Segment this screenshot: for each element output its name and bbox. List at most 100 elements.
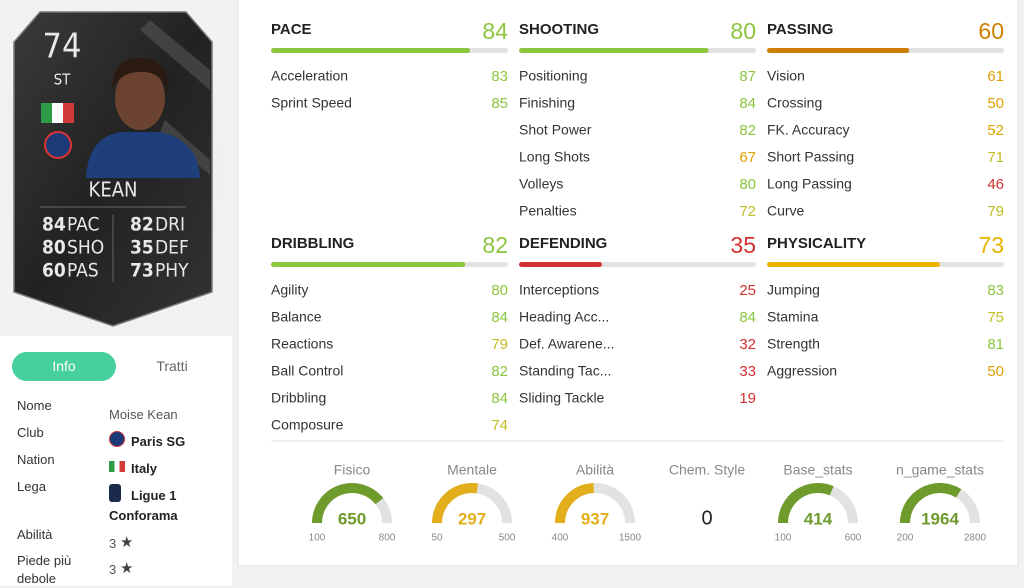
group-bar — [767, 48, 910, 53]
gauge-fill — [555, 483, 595, 524]
card-stat-value: 80 — [42, 237, 66, 259]
gauge-label: Abilità — [576, 462, 614, 478]
tab[interactable]: Tratti — [156, 358, 188, 374]
group-value: 80 — [730, 18, 756, 44]
stat-value: 81 — [987, 336, 1004, 353]
stat-name: Jumping — [767, 282, 820, 298]
stat-name: Interceptions — [519, 282, 599, 298]
stat-name: Positioning — [519, 68, 588, 84]
info-value: Paris SG — [131, 434, 186, 449]
info-value: Moise Kean — [109, 407, 178, 422]
stat-name: Dribbling — [271, 390, 326, 406]
stat-value: 19 — [739, 390, 756, 407]
stat-name: Volleys — [519, 176, 563, 192]
card-pattern — [140, 20, 210, 175]
gauge-min: 400 — [552, 533, 569, 544]
card-stat-value: 60 — [42, 260, 66, 282]
stat-name: Long Shots — [519, 149, 590, 165]
gauge-value: 650 — [338, 509, 366, 528]
group-bar — [519, 262, 602, 267]
player-shirt — [86, 132, 200, 178]
info-label: Piede più debole — [17, 553, 72, 586]
group-name: SHOOTING — [519, 21, 599, 38]
stat-name: Composure — [271, 417, 344, 433]
gauge-min: 200 — [897, 533, 914, 544]
gauge-value: 414 — [804, 509, 833, 528]
card-stat-value: 73 — [130, 260, 154, 282]
tab-active[interactable] — [12, 352, 116, 381]
card-stat-label: PAS — [67, 260, 99, 282]
group-value: 35 — [730, 232, 756, 258]
stat-name: Crossing — [767, 95, 822, 111]
stat-value: 74 — [491, 417, 508, 434]
stat-name: Curve — [767, 203, 805, 219]
stat-value: 84 — [491, 390, 508, 407]
stat-name: Ball Control — [271, 363, 343, 379]
stat-name: Agility — [271, 282, 308, 298]
stat-value: 25 — [739, 282, 756, 299]
stat-value: 84 — [739, 95, 756, 112]
card-stat-value: 82 — [130, 214, 154, 236]
stat-name: Sprint Speed — [271, 95, 352, 111]
stat-value: 72 — [739, 203, 756, 220]
group-bar — [767, 262, 941, 267]
info-label: Club — [17, 425, 44, 440]
info-value: 3 — [109, 536, 117, 551]
group-name: PHYSICALITY — [767, 235, 866, 252]
stat-value: 71 — [987, 149, 1004, 166]
group-value: 60 — [978, 18, 1004, 44]
stat-value: 50 — [987, 363, 1004, 380]
card-stat-label: SHO — [67, 237, 104, 259]
stat-value: 87 — [739, 68, 756, 85]
stat-name: Penalties — [519, 203, 577, 219]
group-value: 84 — [482, 18, 508, 44]
info-value: 3 — [109, 562, 117, 577]
gauge-min: 50 — [431, 533, 443, 544]
stat-value: 85 — [491, 95, 508, 112]
club-badge — [44, 131, 72, 159]
info-label: Nation — [17, 452, 55, 467]
flag-italy — [41, 103, 52, 123]
stat-value: 75 — [987, 309, 1004, 326]
stat-value: 83 — [491, 68, 508, 85]
gauge-label: Mentale — [447, 462, 497, 478]
stat-name: Balance — [271, 309, 322, 325]
star-icon: ★ — [120, 534, 134, 551]
card-stat-label: PHY — [155, 260, 189, 282]
stat-name: Stamina — [767, 309, 819, 325]
stat-value: 80 — [491, 282, 508, 299]
card-position: ST — [54, 71, 72, 89]
card-stat-label: DRI — [155, 214, 185, 236]
gauge-max: 2800 — [964, 533, 987, 544]
tab[interactable]: Info — [52, 358, 76, 374]
group-value: 82 — [482, 232, 508, 258]
group-name: PASSING — [767, 21, 833, 38]
stat-name: Strength — [767, 336, 820, 352]
info-icon — [109, 431, 125, 447]
stat-value: 80 — [739, 176, 756, 193]
card-stat-label: DEF — [155, 237, 189, 259]
stat-value: 32 — [739, 336, 756, 353]
info-panel: Info Tratti Nome Moise Kean Club Paris SG Nati… — [0, 336, 232, 586]
player-face — [115, 66, 165, 130]
stat-value: 83 — [987, 282, 1004, 299]
gauge-label: Chem. Style — [669, 462, 745, 478]
stat-name: Short Passing — [767, 149, 854, 165]
group-name: DEFENDING — [519, 235, 607, 252]
info-label: Nome — [17, 398, 52, 413]
stat-name: FK. Accuracy — [767, 122, 849, 138]
group-bar — [519, 48, 709, 53]
info-label: Abilità — [17, 527, 53, 542]
stat-name: Aggression — [767, 363, 837, 379]
gauge-value: 1964 — [921, 509, 959, 528]
gauge-label: n_game_stats — [896, 462, 984, 478]
stat-name: Finishing — [519, 95, 575, 111]
stat-name: Shot Power — [519, 122, 592, 138]
gauge-min: 100 — [309, 533, 326, 544]
gauge-label: Fisico — [334, 462, 371, 478]
stat-value: 61 — [987, 68, 1004, 85]
stat-name: Acceleration — [271, 68, 348, 84]
gauge-fill — [778, 483, 834, 524]
